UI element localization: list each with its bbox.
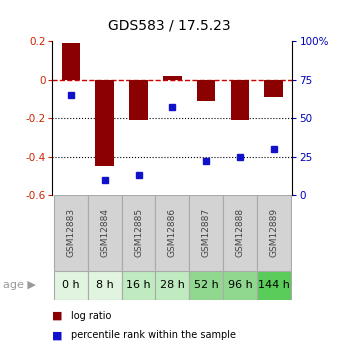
Text: age ▶: age ▶ (3, 280, 36, 290)
Text: 8 h: 8 h (96, 280, 114, 290)
Text: 144 h: 144 h (258, 280, 290, 290)
Text: GSM12887: GSM12887 (202, 208, 211, 257)
Bar (96, 80, 114, 166)
Bar (54, 271, 88, 300)
Bar (88, 271, 122, 300)
Bar (257, 195, 291, 271)
Bar (223, 271, 257, 300)
Bar (54, 195, 88, 271)
Text: 0 h: 0 h (62, 280, 80, 290)
Text: GSM12885: GSM12885 (134, 208, 143, 257)
Text: GSM12883: GSM12883 (67, 208, 75, 257)
Bar (155, 271, 189, 300)
Bar (129, 80, 148, 120)
Bar (62, 43, 80, 80)
Text: GSM12889: GSM12889 (269, 208, 278, 257)
Bar (231, 80, 249, 120)
Text: log ratio: log ratio (71, 311, 111, 321)
Text: ■: ■ (52, 331, 63, 340)
Text: GSM12888: GSM12888 (236, 208, 244, 257)
Bar (257, 271, 291, 300)
Bar (189, 195, 223, 271)
Bar (223, 195, 257, 271)
Bar (163, 76, 182, 80)
Text: ■: ■ (52, 311, 63, 321)
Text: GSM12886: GSM12886 (168, 208, 177, 257)
Text: 16 h: 16 h (126, 280, 151, 290)
Bar (155, 195, 189, 271)
Bar (122, 271, 155, 300)
Bar (122, 195, 155, 271)
Bar (88, 195, 122, 271)
Text: 28 h: 28 h (160, 280, 185, 290)
Text: GDS583 / 17.5.23: GDS583 / 17.5.23 (108, 19, 230, 33)
Text: 96 h: 96 h (227, 280, 252, 290)
Bar (265, 80, 283, 97)
Text: 52 h: 52 h (194, 280, 219, 290)
Bar (189, 271, 223, 300)
Text: GSM12884: GSM12884 (100, 208, 109, 257)
Bar (197, 80, 216, 101)
Text: percentile rank within the sample: percentile rank within the sample (71, 331, 236, 340)
